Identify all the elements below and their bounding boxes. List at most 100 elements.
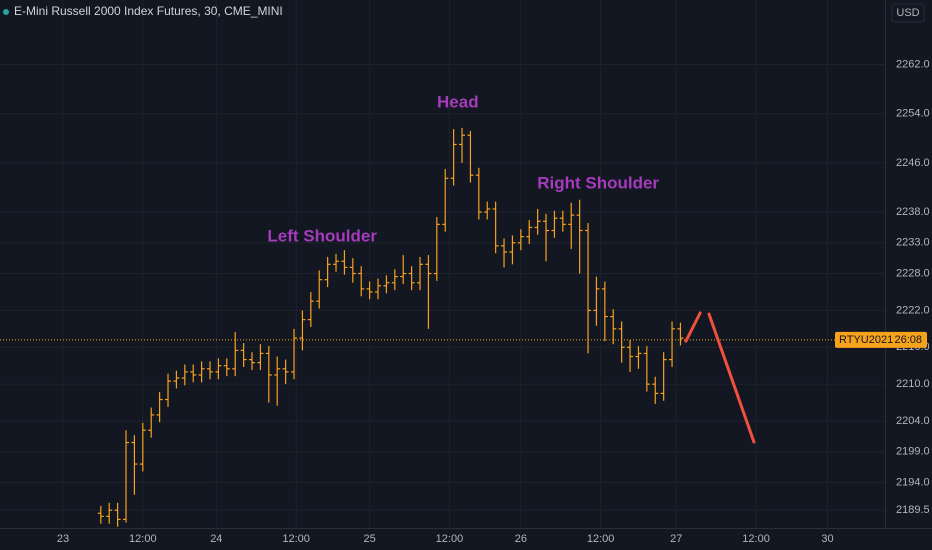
ohlc-bar [156, 392, 163, 423]
ohlc-bar [660, 352, 667, 401]
currency: USD [896, 7, 919, 19]
ohlc-bar [333, 253, 340, 272]
y-tick-label: 2194.0 [896, 476, 930, 488]
y-tick-label: 2199.0 [896, 446, 930, 458]
ohlc-bar [207, 361, 214, 380]
ohlc-bar [484, 201, 491, 220]
ohlc-bar [601, 281, 608, 342]
ohlc-bar [610, 309, 617, 345]
y-tick-label: 2262.0 [896, 58, 930, 70]
ohlc-bar [408, 266, 415, 291]
ohlc-bar [442, 169, 449, 232]
ohlc-bar [551, 210, 558, 238]
price-label-box [835, 331, 927, 348]
ohlc-bar [400, 255, 407, 284]
ohlc-bar [358, 266, 365, 297]
price-label-countdown: 26:08 [894, 334, 922, 346]
y-tick-label: 2189.5 [896, 504, 930, 516]
ohlc-bar [585, 223, 592, 354]
y-tick-label: 2233.0 [896, 237, 930, 249]
chart-title: E-Mini Russell 2000 Index Futures, 30, C… [14, 4, 283, 18]
ohlc-bar [249, 352, 256, 371]
ohlc-bar [618, 321, 625, 363]
y-tick-label: 2238.0 [896, 206, 930, 218]
currency-box[interactable] [891, 3, 925, 23]
ohlc-bar [459, 127, 466, 163]
ohlc-bar [190, 364, 197, 383]
ohlc-bar [257, 344, 264, 371]
ohlc-bar [341, 250, 348, 275]
projection-line [684, 311, 702, 343]
ohlc-bar [568, 202, 575, 249]
ohlc-bar [492, 201, 499, 254]
ohlc-bar [240, 342, 247, 367]
x-tick-label: 23 [57, 533, 69, 545]
ohlc-bar [450, 129, 457, 186]
x-tick-label: 12:00 [587, 533, 615, 545]
ohlc-bar [534, 208, 541, 235]
y-tick-label: 2210.0 [896, 378, 930, 390]
ohlc-bar [391, 269, 398, 291]
ohlc-bar [593, 276, 600, 326]
x-tick-label: 12:00 [129, 533, 157, 545]
y-tick-label: 2246.0 [896, 157, 930, 169]
ohlc-bar [652, 376, 659, 404]
ohlc-bar [265, 346, 272, 403]
grid [0, 0, 885, 528]
annotation: Head [437, 93, 479, 112]
ohlc-bar [173, 370, 180, 389]
ohlc-bar [349, 258, 356, 283]
ohlc-bar [559, 210, 566, 232]
ohlc-bar [131, 435, 138, 495]
x-tick-label: 27 [670, 533, 682, 545]
ohlc-bar [501, 238, 508, 268]
ohlc-bar [307, 291, 314, 328]
ohlc-bar [291, 328, 298, 380]
y-tick-label: 2222.0 [896, 304, 930, 316]
x-tick-label: 12:00 [436, 533, 464, 545]
ohlc-bar [97, 505, 104, 524]
ohlc-bar [517, 229, 524, 251]
axes: 2262.0 2254.0 2246.0 2238.0 2233.0 2228.0 2222… [57, 58, 930, 544]
y-tick-label: 2204.0 [896, 415, 930, 427]
ohlc-bar [475, 167, 482, 220]
x-tick-label: 26 [515, 533, 527, 545]
x-tick-label: 12:00 [742, 533, 770, 545]
ohlc-bar [114, 502, 121, 527]
ohlc-bar [165, 373, 172, 407]
ohlc-bar [383, 275, 390, 294]
ohlc-bar [223, 358, 230, 377]
annotation: Left Shoulder [267, 227, 377, 246]
ohlc-bar [198, 361, 205, 383]
annotation: Right Shoulder [537, 173, 659, 192]
ohlc-bar [643, 346, 650, 392]
ohlc-bar [274, 356, 281, 406]
ohlc-bar [148, 407, 155, 438]
y-tick-label: 2228.0 [896, 267, 930, 279]
x-tick-label: 12:00 [282, 533, 310, 545]
ohlc-bar [375, 278, 382, 300]
ohlc-bar [627, 339, 634, 372]
ohlc-bar [324, 256, 331, 288]
ohlc-bar [299, 310, 306, 351]
price-label-symbol: RTYU2021 [839, 334, 893, 346]
ohlc-bar [433, 216, 440, 281]
ohlc-bar [366, 281, 373, 300]
ohlc-bar [417, 256, 424, 291]
ohlc-bar [425, 255, 432, 329]
ohlc-bar [232, 331, 239, 377]
ohlc-bar [282, 359, 289, 385]
ohlc-bar [677, 322, 684, 346]
ohlc-bar [215, 358, 222, 380]
ohlc-bar [181, 364, 188, 386]
ohlc-bar [669, 321, 676, 367]
y-tick-label: 2254.0 [896, 108, 930, 120]
plot-area: Left Shoulder Head Right Shoulder [0, 93, 885, 527]
projection-line [707, 312, 756, 444]
status-dot [3, 9, 9, 15]
ohlc-bar [106, 502, 113, 524]
ohlc-bar [635, 346, 642, 369]
